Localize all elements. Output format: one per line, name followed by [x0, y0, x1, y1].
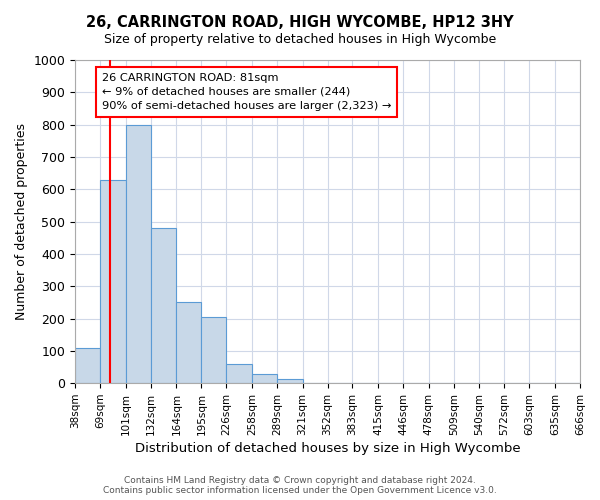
Bar	[100, 180, 126, 383]
Bar	[176, 302, 202, 383]
Y-axis label: Number of detached properties: Number of detached properties	[15, 123, 28, 320]
Bar	[75, 348, 100, 383]
Bar	[277, 378, 302, 383]
Text: 26, CARRINGTON ROAD, HIGH WYCOMBE, HP12 3HY: 26, CARRINGTON ROAD, HIGH WYCOMBE, HP12 …	[86, 15, 514, 30]
X-axis label: Distribution of detached houses by size in High Wycombe: Distribution of detached houses by size …	[135, 442, 520, 455]
Bar	[252, 374, 277, 383]
Bar	[126, 124, 151, 383]
Bar	[151, 228, 176, 383]
Text: 26 CARRINGTON ROAD: 81sqm
← 9% of detached houses are smaller (244)
90% of semi-: 26 CARRINGTON ROAD: 81sqm ← 9% of detach…	[101, 73, 391, 111]
Bar	[202, 317, 226, 383]
Text: Contains HM Land Registry data © Crown copyright and database right 2024.
Contai: Contains HM Land Registry data © Crown c…	[103, 476, 497, 495]
Text: Size of property relative to detached houses in High Wycombe: Size of property relative to detached ho…	[104, 32, 496, 46]
Bar	[226, 364, 252, 383]
